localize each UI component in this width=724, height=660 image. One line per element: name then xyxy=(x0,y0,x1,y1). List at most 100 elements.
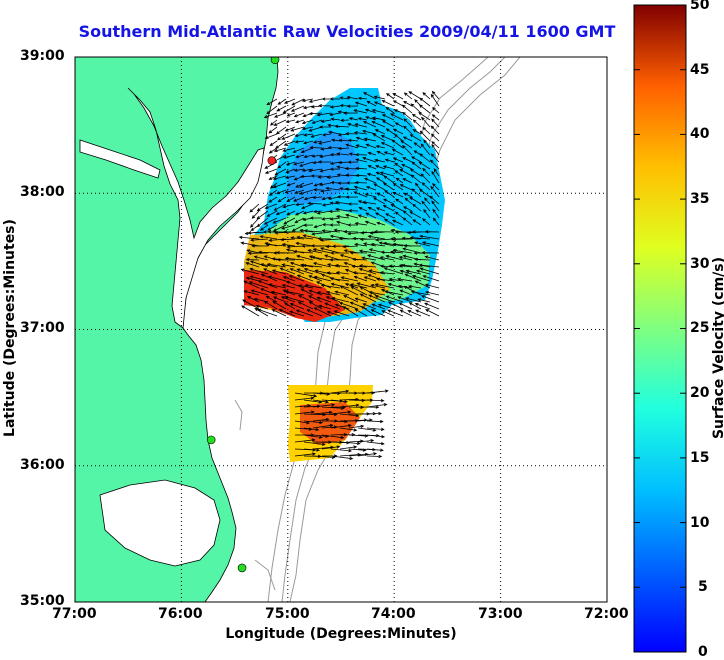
velocity-arrow xyxy=(414,257,431,262)
velocity-arrow xyxy=(348,117,359,121)
velocity-arrow xyxy=(304,283,323,289)
velocity-arrow xyxy=(416,269,431,275)
velocity-arrow xyxy=(290,236,305,240)
velocity-arrow xyxy=(278,308,296,317)
velocity-arrow xyxy=(249,260,269,268)
velocity-arrow xyxy=(312,262,332,268)
velocity-arrow xyxy=(259,263,278,268)
velocity-arrow xyxy=(267,224,278,231)
velocity-arrow xyxy=(321,97,331,101)
figure-title: Southern Mid-Atlantic Raw Velocities 200… xyxy=(78,22,616,41)
velocity-arrow xyxy=(383,198,395,205)
y-tick-label: 35:00 xyxy=(20,593,65,609)
velocity-arrow xyxy=(421,200,431,212)
velocity-arrow xyxy=(308,295,323,303)
velocity-arrow xyxy=(366,100,377,107)
velocity-arrow xyxy=(392,128,404,135)
velocity-arrow xyxy=(402,247,422,254)
velocity-arrow xyxy=(318,104,332,108)
velocity-arrow xyxy=(246,249,260,254)
velocity-arrow xyxy=(271,309,287,317)
velocity-arrow xyxy=(346,104,359,108)
velocity-arrow xyxy=(260,288,278,296)
velocity-arrow xyxy=(280,237,296,242)
station-marker xyxy=(237,563,247,573)
velocity-arrow xyxy=(433,168,440,177)
velocity-arrow xyxy=(321,217,332,221)
velocity-arrow xyxy=(418,112,431,121)
velocity-arrow xyxy=(317,237,332,241)
y-tick-label: 38:00 xyxy=(20,184,65,200)
velocity-arrow xyxy=(334,303,350,310)
velocity-arrow xyxy=(366,172,377,177)
velocity-arrow xyxy=(418,104,431,114)
velocity-arrow xyxy=(266,105,278,115)
velocity-arrow xyxy=(247,251,269,255)
velocity-arrow xyxy=(303,154,314,159)
velocity-arrow xyxy=(392,249,413,254)
velocity-arrow xyxy=(432,107,440,114)
velocity-arrow xyxy=(260,273,278,282)
station-marker xyxy=(270,57,280,65)
velocity-arrow xyxy=(307,249,323,254)
velocity-arrow xyxy=(408,91,422,100)
velocity-arrow xyxy=(411,161,422,170)
velocity-arrow xyxy=(382,204,395,212)
velocity-arrow xyxy=(411,113,422,121)
velocity-arrow xyxy=(354,101,368,107)
colorbar-tick-label: 50 xyxy=(690,0,710,13)
velocity-arrow xyxy=(419,267,440,275)
velocity-arrow xyxy=(354,222,368,226)
velocity-arrow xyxy=(276,258,296,262)
velocity-arrow xyxy=(330,117,341,121)
velocity-arrow xyxy=(268,126,278,134)
velocity-arrow xyxy=(282,276,296,282)
velocity-arrow xyxy=(250,238,269,242)
velocity-arrow xyxy=(418,263,440,268)
velocity-arrow xyxy=(419,97,431,107)
velocity-arrow xyxy=(263,300,278,310)
velocity-arrow xyxy=(347,202,358,206)
velocity-arrow xyxy=(245,276,260,282)
velocity-arrow xyxy=(411,188,422,198)
velocity-arrow xyxy=(399,184,413,191)
velocity-arrow xyxy=(335,271,350,275)
velocity-arrow xyxy=(308,301,323,310)
velocity-arrow xyxy=(316,296,332,303)
velocity-arrow xyxy=(381,100,395,107)
velocity-arrow xyxy=(402,144,413,156)
velocity-arrow xyxy=(371,109,386,114)
velocity-arrow xyxy=(431,143,440,156)
velocity-arrow xyxy=(282,147,296,152)
velocity-arrow xyxy=(358,264,377,268)
velocity-arrow xyxy=(290,105,305,112)
velocity-arrow xyxy=(264,203,278,209)
velocity-arrow xyxy=(329,223,340,227)
velocity-arrow xyxy=(408,284,422,289)
velocity-arrow xyxy=(328,130,341,135)
velocity-arrow xyxy=(379,256,395,261)
velocity-arrow xyxy=(285,168,296,174)
velocity-hot-region xyxy=(244,270,345,322)
velocity-arrow xyxy=(320,283,341,289)
velocity-arrow xyxy=(273,119,287,126)
velocity-arrow xyxy=(377,303,395,310)
velocity-arrow xyxy=(329,258,350,262)
velocity-arrow xyxy=(360,231,377,235)
velocity-arrow xyxy=(394,170,404,177)
velocity-arrow xyxy=(272,217,287,224)
velocity-arrow xyxy=(294,438,316,443)
velocity-arrow xyxy=(312,417,330,422)
velocity-arrow xyxy=(372,133,386,142)
velocity-arrow xyxy=(294,420,311,425)
velocity-arrow xyxy=(357,117,368,121)
axes-frame xyxy=(74,56,608,603)
velocity-arrow xyxy=(248,281,269,289)
velocity-arrow xyxy=(430,93,440,107)
velocity-arrow xyxy=(294,217,305,224)
velocity-arrow xyxy=(352,271,368,275)
velocity-arrow xyxy=(311,119,323,124)
velocity-arrow xyxy=(324,302,341,310)
velocity-arrow xyxy=(365,186,377,191)
velocity-arrow xyxy=(312,410,333,415)
